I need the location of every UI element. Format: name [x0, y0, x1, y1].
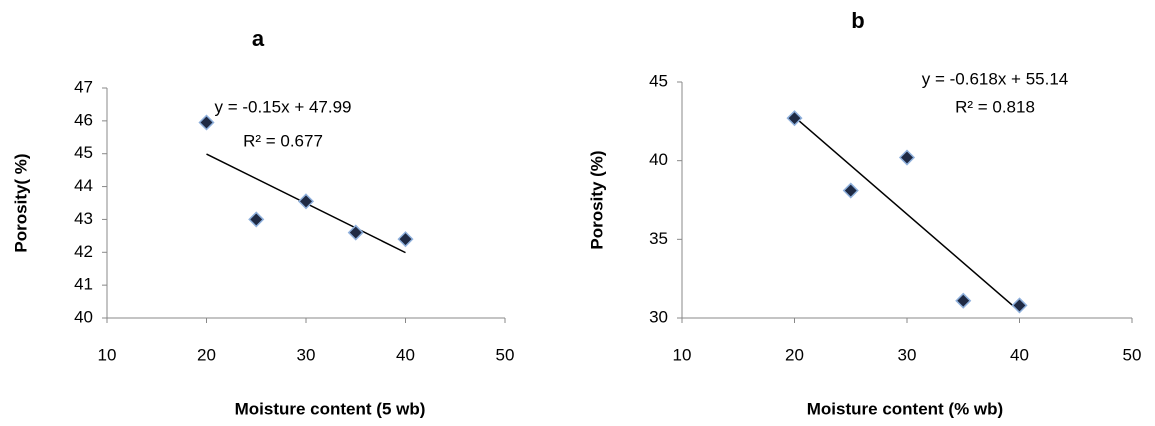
- point: [842, 182, 859, 199]
- x-tick-label: 10: [673, 345, 692, 364]
- x-axis-label: Moisture content (% wb): [807, 399, 1003, 418]
- y-tick-label: 42: [74, 242, 93, 261]
- y-tick-label: 43: [74, 209, 93, 228]
- y-tick-label: 41: [74, 275, 93, 294]
- x-axis-label: Moisture content (5 wb): [235, 399, 426, 418]
- x-tick-label: 10: [98, 345, 117, 364]
- trend-equation: y = -0.15x + 47.99: [214, 97, 351, 116]
- r-squared: R² = 0.818: [955, 97, 1035, 116]
- trendline: [794, 116, 1020, 312]
- trend-equation: y = -0.618x + 55.14: [922, 69, 1069, 88]
- y-tick-label: 45: [649, 71, 668, 90]
- point: [898, 149, 916, 166]
- y-tick-label: 40: [74, 307, 93, 326]
- x-tick-label: 30: [898, 345, 917, 364]
- x-tick-label: 50: [1123, 345, 1142, 364]
- y-tick-label: 30: [649, 307, 668, 326]
- y-tick-label: 40: [649, 150, 668, 169]
- x-tick-label: 20: [785, 345, 804, 364]
- point: [347, 224, 364, 241]
- point: [786, 110, 803, 127]
- r-squared: R² = 0.677: [243, 131, 323, 150]
- point: [297, 193, 315, 210]
- x-tick-label: 50: [496, 345, 515, 364]
- y-axis-label: Porosity( %): [11, 153, 30, 252]
- chart-title: a: [252, 26, 265, 51]
- y-tick-label: 47: [74, 77, 93, 96]
- point: [248, 211, 265, 228]
- y-tick-label: 44: [74, 176, 93, 195]
- x-tick-label: 20: [197, 345, 216, 364]
- point: [397, 231, 414, 248]
- y-axis-label: Porosity (%): [587, 150, 606, 249]
- point: [198, 114, 215, 131]
- y-tick-label: 46: [74, 110, 93, 129]
- y-tick-label: 35: [649, 229, 668, 248]
- y-tick-label: 45: [74, 143, 93, 162]
- x-tick-label: 30: [297, 345, 316, 364]
- point: [955, 292, 972, 309]
- chart-title: b: [851, 8, 864, 33]
- x-tick-label: 40: [1010, 345, 1029, 364]
- x-tick-label: 40: [396, 345, 415, 364]
- point: [1011, 297, 1028, 314]
